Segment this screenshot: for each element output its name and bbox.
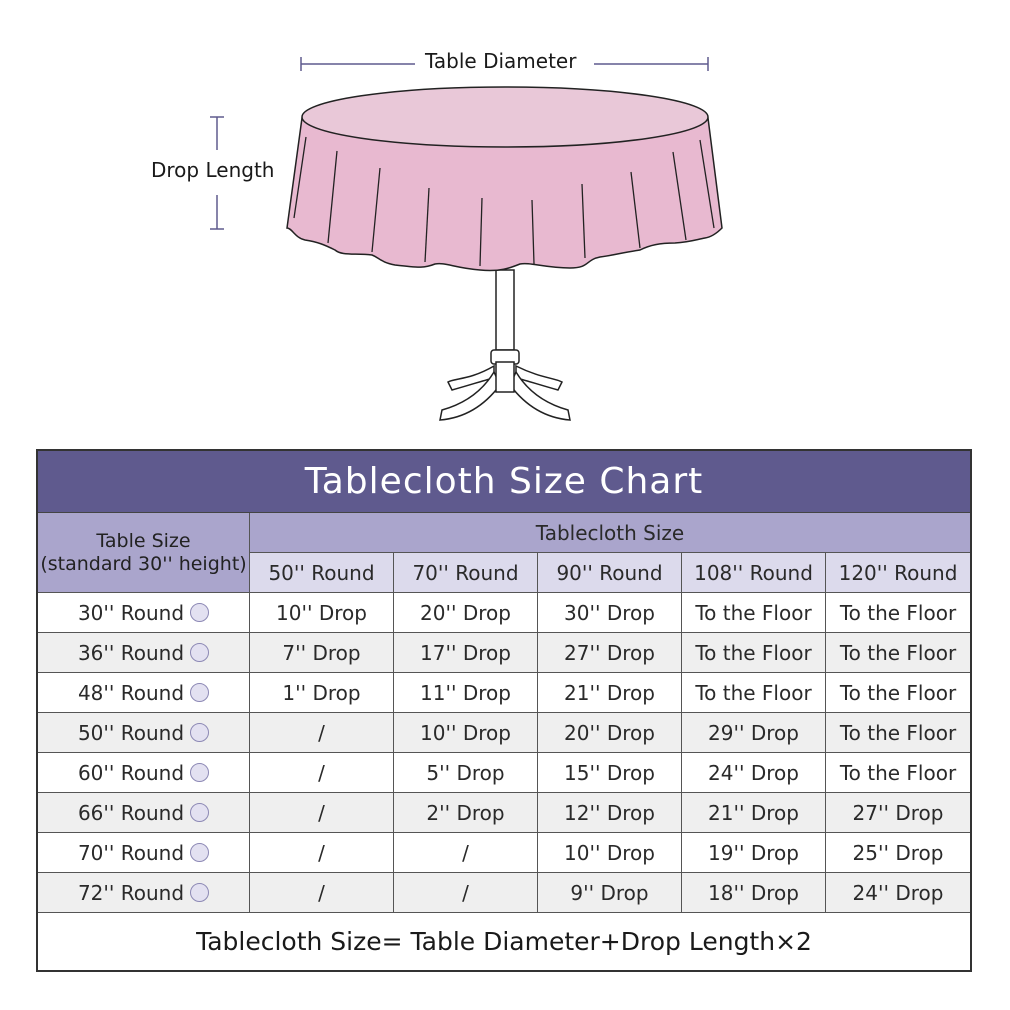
row-header: 36'' Round (38, 633, 250, 673)
chart-title: Tablecloth Size Chart (38, 451, 970, 513)
table-size-label: 66'' Round (77, 800, 185, 825)
table-size-label: 60'' Round (77, 760, 185, 785)
table-cell: To the Floor (826, 673, 970, 713)
tablecloth-top (301, 86, 709, 148)
column-header: 50'' Round (250, 553, 394, 593)
table-cell: 15'' Drop (538, 753, 682, 793)
round-table-icon (190, 643, 210, 662)
table-size-subheader-label: (standard 30'' height) (40, 552, 247, 575)
table-cell: 1'' Drop (250, 673, 394, 713)
tablecloth-size-header: Tablecloth Size (250, 513, 970, 553)
formula-text: Tablecloth Size= Table Diameter+Drop Len… (196, 927, 812, 956)
table-size-label: 48'' Round (77, 680, 185, 705)
round-table-illustration (210, 57, 723, 421)
round-table-icon (190, 883, 210, 902)
table-cell: 5'' Drop (394, 753, 538, 793)
table-cell: 18'' Drop (682, 873, 826, 913)
table-cell: To the Floor (826, 713, 970, 753)
table-cell: 12'' Drop (538, 793, 682, 833)
table-cell: / (250, 753, 394, 793)
table-cell: 20'' Drop (394, 593, 538, 633)
round-table-icon (190, 683, 210, 702)
chart-grid: Table Size (standard 30'' height) Tablec… (38, 513, 970, 913)
table-cell: 24'' Drop (682, 753, 826, 793)
table-cell: 11'' Drop (394, 673, 538, 713)
table-cell: / (250, 833, 394, 873)
table-cell: To the Floor (682, 673, 826, 713)
tablecloth-folds (293, 136, 715, 267)
table-cell: 10'' Drop (250, 593, 394, 633)
row-header: 48'' Round (38, 673, 250, 713)
table-size-label: 50'' Round (77, 720, 185, 745)
table-size-header-label: Table Size (96, 529, 191, 552)
drop-length-label: Drop Length (151, 158, 275, 182)
table-cell: / (394, 873, 538, 913)
table-cell: 27'' Drop (538, 633, 682, 673)
table-cell: 29'' Drop (682, 713, 826, 753)
row-header: 72'' Round (38, 873, 250, 913)
column-header: 90'' Round (538, 553, 682, 593)
row-header: 70'' Round (38, 833, 250, 873)
table-cell: / (250, 713, 394, 753)
tablecloth-skirt (286, 117, 723, 272)
table-cell: To the Floor (826, 753, 970, 793)
table-cell: 21'' Drop (682, 793, 826, 833)
table-cell: To the Floor (682, 633, 826, 673)
round-table-icon (190, 603, 210, 622)
diameter-dimension-line (300, 57, 709, 71)
table-cell: To the Floor (682, 593, 826, 633)
table-cell: 10'' Drop (538, 833, 682, 873)
table-cell: 20'' Drop (538, 713, 682, 753)
table-cell: 7'' Drop (250, 633, 394, 673)
round-table-icon (190, 723, 210, 742)
table-cell: 21'' Drop (538, 673, 682, 713)
table-cell: / (250, 873, 394, 913)
column-header: 108'' Round (682, 553, 826, 593)
table-cell: 19'' Drop (682, 833, 826, 873)
table-cell: 24'' Drop (826, 873, 970, 913)
size-chart-table: Tablecloth Size Chart Table Size (standa… (36, 449, 972, 972)
table-size-label: 36'' Round (77, 640, 185, 665)
table-size-header: Table Size (standard 30'' height) (38, 513, 250, 593)
table-cell: / (394, 833, 538, 873)
table-pedestal (439, 269, 571, 421)
table-cell: 10'' Drop (394, 713, 538, 753)
table-diameter-label: Table Diameter (425, 49, 577, 73)
table-cell: To the Floor (826, 633, 970, 673)
row-header: 30'' Round (38, 593, 250, 633)
round-table-icon (190, 843, 210, 862)
table-cell: 30'' Drop (538, 593, 682, 633)
round-table-icon (190, 803, 210, 822)
table-cell: 17'' Drop (394, 633, 538, 673)
table-cell: To the Floor (826, 593, 970, 633)
round-table-icon (190, 763, 210, 782)
table-size-label: 70'' Round (77, 840, 185, 865)
row-header: 60'' Round (38, 753, 250, 793)
table-cell: 27'' Drop (826, 793, 970, 833)
column-header: 70'' Round (394, 553, 538, 593)
table-cell: / (250, 793, 394, 833)
table-cell: 2'' Drop (394, 793, 538, 833)
column-header: 120'' Round (826, 553, 970, 593)
drop-dimension-line (210, 116, 224, 230)
table-size-label: 72'' Round (77, 880, 185, 905)
row-header: 50'' Round (38, 713, 250, 753)
row-header: 66'' Round (38, 793, 250, 833)
table-size-label: 30'' Round (77, 600, 185, 625)
table-cell: 9'' Drop (538, 873, 682, 913)
table-cell: 25'' Drop (826, 833, 970, 873)
